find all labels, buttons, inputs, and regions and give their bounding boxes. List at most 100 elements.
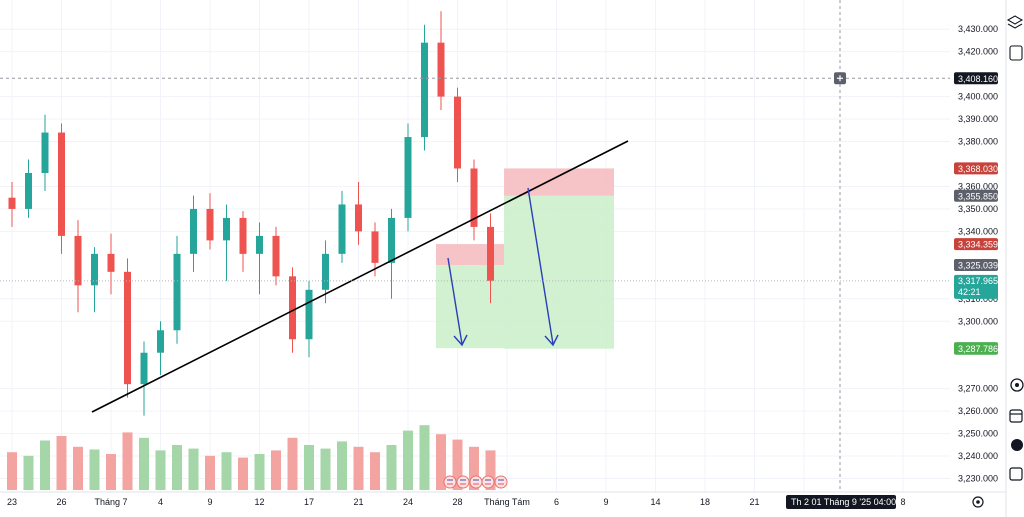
time-tick-label: 14 <box>650 497 660 507</box>
svg-text:3,408.160: 3,408.160 <box>958 74 998 84</box>
volume-bar <box>386 445 397 490</box>
candle <box>239 211 247 272</box>
calendar-icon[interactable] <box>1009 409 1023 423</box>
short-position-2-target-zone[interactable] <box>504 195 614 349</box>
volume-bar <box>403 430 413 490</box>
economic-event-icon[interactable] <box>443 475 457 489</box>
economic-event-icon[interactable] <box>469 475 483 489</box>
volume-bar <box>238 457 248 490</box>
time-tick-label: 23 <box>7 497 17 507</box>
time-tick-label: 9 <box>207 497 212 507</box>
time-axis[interactable]: 23 26 Tháng 7 4 9 12 17 21 24 28 Tháng Tám 6 9 14 18 21… <box>0 491 1006 517</box>
time-tick-label: 21 <box>353 497 363 507</box>
volume-bar <box>7 452 17 490</box>
volume-bar <box>221 452 232 490</box>
candle <box>371 222 379 277</box>
price-badges: 3,408.160 3,368.030 3,355.850 3,334.359 3,32… <box>954 72 998 355</box>
price-tick-label: 3,260.000 <box>958 406 998 416</box>
price-badge: 3,334.359 <box>954 238 998 251</box>
candle <box>173 235 181 344</box>
support-trendline[interactable] <box>91 140 629 413</box>
volume-bar <box>188 448 199 490</box>
volume-bar <box>370 452 380 490</box>
short-position-2-stop-zone[interactable] <box>504 168 614 196</box>
price-tick-label: 3,240.000 <box>958 451 998 461</box>
price-tick-label: 3,390.000 <box>958 114 998 124</box>
candle <box>305 280 313 358</box>
candle <box>322 240 329 304</box>
volume-bar <box>40 440 50 490</box>
right-toolbar[interactable] <box>1005 0 1024 517</box>
price-tick-label: 3,350.000 <box>958 204 998 214</box>
candle <box>272 226 280 286</box>
price-tick-label: 3,230.000 <box>958 474 998 484</box>
price-tick-label: 3,300.000 <box>958 316 998 326</box>
volume-bar <box>419 425 430 490</box>
volume-bar <box>73 446 83 490</box>
volume-bar <box>485 450 496 490</box>
candle <box>223 204 230 281</box>
volume-bar <box>469 446 479 490</box>
time-tick-label: 12 <box>254 497 264 507</box>
position-zones[interactable] <box>436 168 614 349</box>
candle <box>388 208 395 299</box>
time-tick-label: 9 <box>603 497 608 507</box>
crosshair <box>0 0 950 492</box>
volume-bar <box>287 437 298 490</box>
candle <box>421 24 428 151</box>
volume-bar <box>89 449 100 490</box>
candle <box>437 11 445 111</box>
time-tick-label: Tháng 7 <box>94 497 127 507</box>
settings-gear-icon[interactable] <box>972 496 984 508</box>
economic-event-icon[interactable] <box>481 475 495 489</box>
volume-bar <box>436 434 446 490</box>
time-tick-label: 24 <box>403 497 413 507</box>
object-tree-icon[interactable] <box>1009 467 1023 481</box>
time-tick-label: 6 <box>554 497 559 507</box>
price-tick-label: 3,400.000 <box>958 92 998 102</box>
side-panel-icon[interactable] <box>1009 45 1023 61</box>
price-tick-label: 3,340.000 <box>958 226 998 236</box>
alert-icon[interactable] <box>1010 378 1024 392</box>
candle <box>404 123 412 232</box>
crosshair-time-label: Th 2 01 Tháng 9 '25 04:00 <box>786 495 896 509</box>
time-tick-label: 26 <box>56 497 66 507</box>
economic-event-icon[interactable] <box>494 475 508 489</box>
time-tick-label: 8 <box>900 497 905 507</box>
time-tick-label: 4 <box>158 497 163 507</box>
candle <box>338 190 346 263</box>
time-tick-label: 21 <box>749 497 759 507</box>
volume-bar <box>254 454 265 490</box>
svg-text:42:21: 42:21 <box>958 287 981 297</box>
crosshair-plus-icon[interactable] <box>834 72 846 85</box>
volume-bar <box>122 432 133 490</box>
candlesticks <box>8 11 494 416</box>
volume-bar <box>271 450 281 490</box>
price-badge: 3,355.850 <box>954 189 998 202</box>
candle <box>91 247 98 313</box>
economic-event-icon[interactable] <box>456 475 470 489</box>
event-markers[interactable] <box>443 475 508 489</box>
price-axis[interactable]: 3,430.000 3,420.000 3,400.000 3,390.000 3,38… <box>950 0 1006 517</box>
down-arrow-1[interactable] <box>447 257 468 347</box>
svg-text:3,334.359: 3,334.359 <box>958 240 998 250</box>
drawings-layer[interactable] <box>91 140 629 413</box>
time-tick-label: 28 <box>452 497 462 507</box>
svg-text:3,287.786: 3,287.786 <box>958 344 998 354</box>
candle <box>206 193 214 250</box>
down-arrow-2[interactable] <box>527 187 559 347</box>
layers-icon[interactable] <box>1006 15 1024 29</box>
candle <box>256 222 263 295</box>
volume-bar <box>304 445 314 490</box>
volume-bar <box>155 450 166 490</box>
price-tick-label: 3,420.000 <box>958 47 998 57</box>
candle <box>140 341 148 416</box>
volume-bar <box>139 437 149 490</box>
notes-icon[interactable] <box>1011 439 1023 451</box>
volume-bars <box>7 425 496 490</box>
candle <box>25 159 32 218</box>
candle <box>157 321 164 376</box>
volume-bar <box>56 436 67 490</box>
time-tick-label: 17 <box>304 497 314 507</box>
